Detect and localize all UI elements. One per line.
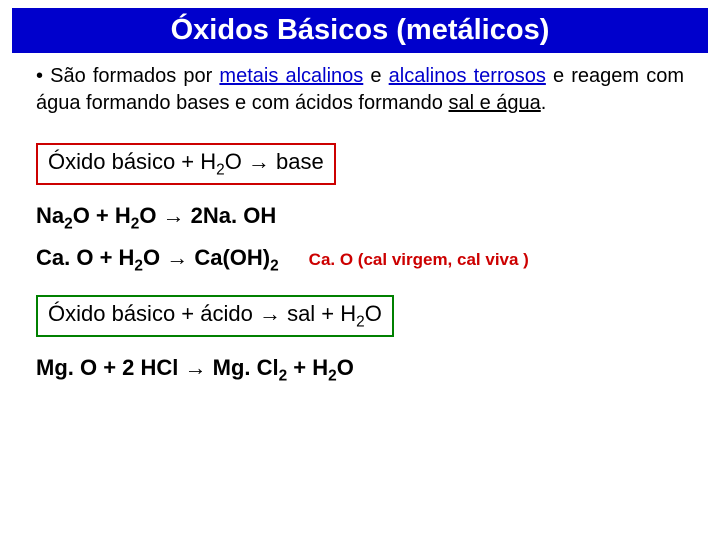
eq3-seg-c: O (337, 355, 354, 380)
eq2-sub-a: 2 (134, 257, 143, 274)
eq2-seg-a: Ca. O + H (36, 245, 134, 270)
box2-text-post: O (365, 301, 382, 326)
rule-box-2: Óxido básico + ácido → sal + H2O (36, 295, 394, 337)
para-underline-1: sal e água (448, 92, 540, 114)
box1-text-pre: Óxido básico + H (48, 149, 216, 174)
slide-body: • São formados por metais alcalinos e al… (0, 63, 720, 381)
box2-text-pre: Óxido básico + ácido → sal + H (48, 301, 356, 326)
eq1-seg-a: Na (36, 203, 64, 228)
eq3-seg-a: Mg. O + 2 HCl → Mg. Cl (36, 355, 279, 380)
eq1-sub-a: 2 (64, 215, 73, 232)
equation-2-annotation: Ca. O (cal virgem, cal viva ) (309, 250, 529, 270)
intro-paragraph: • São formados por metais alcalinos e al… (36, 63, 684, 117)
box1-text-post: O → base (225, 149, 324, 174)
para-keyword-2: alcalinos terrosos (389, 65, 546, 87)
box1-sub: 2 (216, 161, 225, 178)
eq3-sub-a: 2 (279, 367, 288, 384)
eq1-body: Na2O + H2O → 2Na. OH (36, 203, 276, 229)
eq1-seg-b: O + H (73, 203, 131, 228)
eq3-seg-b: + H (287, 355, 328, 380)
eq2-seg-b: O → Ca(OH) (143, 245, 270, 270)
eq3-body: Mg. O + 2 HCl → Mg. Cl2 + H2O (36, 355, 354, 381)
para-text-2: e (363, 65, 388, 87)
para-keyword-1: metais alcalinos (219, 65, 363, 87)
equation-1: Na2O + H2O → 2Na. OH (36, 203, 684, 229)
eq2-body: Ca. O + H2O → Ca(OH)2 (36, 245, 279, 271)
eq3-sub-b: 2 (328, 367, 337, 384)
para-text-4: . (541, 92, 547, 114)
para-text-1: • São formados por (36, 65, 219, 87)
rule-box-1: Óxido básico + H2O → base (36, 143, 336, 185)
eq1-seg-c: O → 2Na. OH (139, 203, 276, 228)
slide-title: Óxidos Básicos (metálicos) (12, 8, 708, 53)
equation-2: Ca. O + H2O → Ca(OH)2 Ca. O (cal virgem,… (36, 245, 684, 271)
box2-sub: 2 (356, 313, 365, 330)
eq2-sub-b: 2 (270, 257, 279, 274)
equation-3: Mg. O + 2 HCl → Mg. Cl2 + H2O (36, 355, 684, 381)
